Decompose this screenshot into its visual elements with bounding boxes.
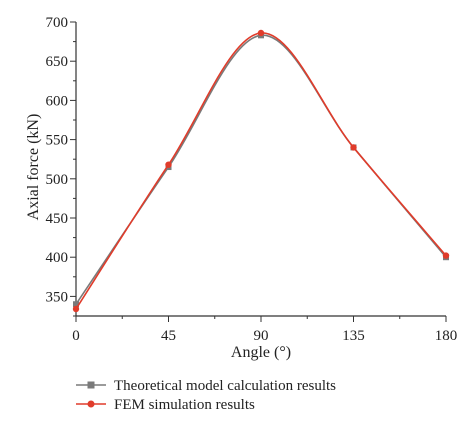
x-tick-label: 90 <box>254 328 269 344</box>
legend: Theoretical model calculation results FE… <box>76 378 336 413</box>
y-tick-label: 350 <box>46 289 69 305</box>
y-tick-label: 500 <box>46 172 69 188</box>
data-point-theoretical <box>73 301 79 308</box>
y-tick-label: 700 <box>46 15 69 31</box>
data-point-fem <box>165 161 172 168</box>
axes <box>70 21 447 322</box>
y-tick-label: 650 <box>46 54 69 70</box>
legend-marker-fem <box>87 400 95 408</box>
y-tick-label: 450 <box>46 211 69 227</box>
y-tick-label: 400 <box>46 250 69 266</box>
series-group <box>72 29 450 313</box>
series-line-0 <box>75 34 447 305</box>
data-point-fem <box>350 144 357 151</box>
y-tick-label: 550 <box>46 133 69 149</box>
y-axis-title: Axial force (kN) <box>25 114 42 221</box>
legend-label-theoretical: Theoretical model calculation results <box>114 378 336 394</box>
data-point-fem <box>442 252 450 259</box>
x-tick-label: 45 <box>161 328 176 344</box>
series-line-1 <box>75 32 447 310</box>
y-tick-label: 600 <box>46 93 69 109</box>
x-axis-title: Angle (°) <box>231 344 291 361</box>
x-tick-label: 0 <box>72 328 80 344</box>
legend-label-fem: FEM simulation results <box>114 397 255 413</box>
legend-marker-theoretical <box>87 381 95 389</box>
data-point-fem <box>72 305 80 313</box>
x-tick-label: 180 <box>435 328 458 344</box>
tick-labels: 0 45 90 135 180 350 400 450 500 550 600 650 700 <box>46 15 458 344</box>
data-point-fem <box>257 29 265 37</box>
x-tick-label: 135 <box>342 328 365 344</box>
